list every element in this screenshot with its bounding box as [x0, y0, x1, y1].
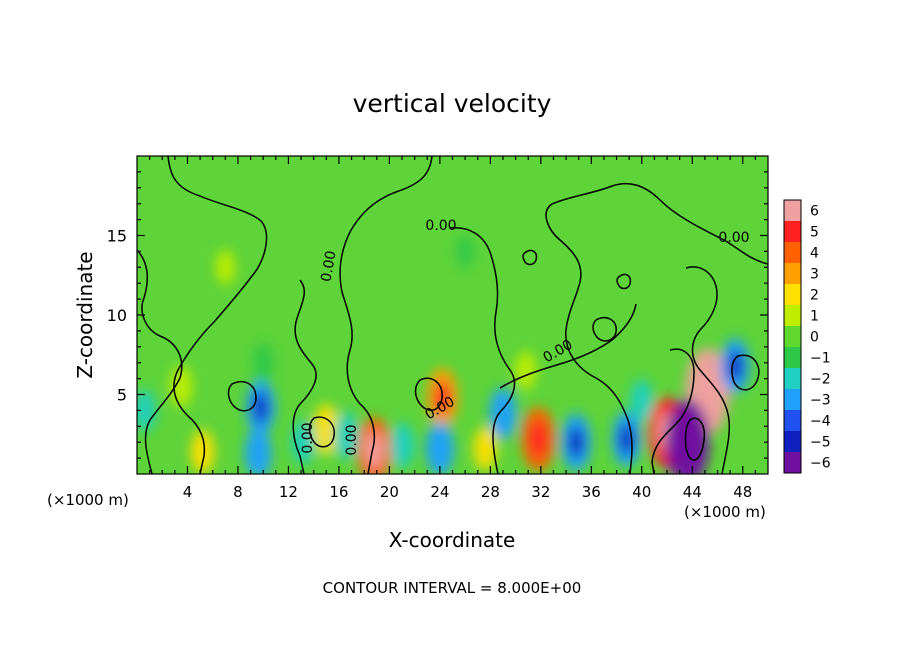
colorbar-swatch: [784, 326, 801, 348]
x-tick-labels: 4 8 12 16 20 24 28 32 36 40 44 48: [183, 483, 753, 501]
colorbar-swatch: [784, 284, 801, 306]
contour-label: 0.00: [344, 424, 360, 455]
contour-line: [308, 416, 335, 448]
colorbar-swatch: [784, 347, 801, 369]
colorbar-label: −4: [810, 414, 831, 430]
contour-line: [227, 380, 257, 412]
colorbar: 6 5 4 3 2 1 0 −1 −2 −3 −4 −5 −6: [783, 199, 831, 474]
contour-label: 0.00: [718, 230, 749, 246]
colorbar-label: −1: [810, 351, 831, 367]
colorbar-label: 0: [810, 330, 819, 346]
contour-line: [545, 182, 768, 474]
velocity-feature: [215, 249, 236, 285]
velocity-feature: [333, 411, 360, 460]
colorbar-swatch: [784, 368, 801, 390]
colorbar-label: −2: [810, 372, 831, 388]
colorbar-swatch: [784, 452, 801, 474]
x-tick-label: 24: [430, 483, 449, 501]
colorbar-label: 2: [810, 288, 819, 304]
colorbar-frame: [783, 199, 802, 474]
velocity-feature-core: [676, 418, 699, 466]
x-tick-label: 32: [531, 483, 550, 501]
contour-line: [685, 266, 731, 474]
contour-line: [449, 227, 516, 474]
contour-line: [167, 156, 268, 474]
x-tick-label: 44: [683, 483, 702, 501]
x-tick-label: 12: [279, 483, 298, 501]
colorbar-label: 3: [810, 267, 819, 283]
colorbar-swatch: [784, 200, 801, 222]
velocity-feature: [515, 351, 537, 391]
colorbar-label: −3: [810, 393, 831, 409]
velocity-feature: [190, 429, 215, 474]
velocity-feature-core: [696, 367, 719, 416]
contour-label: 0.00: [425, 218, 456, 234]
velocity-feature: [630, 379, 654, 423]
x-tick-label: 28: [481, 483, 500, 501]
colorbar-swatch: [784, 431, 801, 453]
x-tick-label: 20: [380, 483, 399, 501]
colorbar-label: 1: [810, 309, 819, 325]
axis-ticks: [137, 156, 768, 474]
contour-line: [684, 417, 706, 461]
velocity-feature: [137, 389, 156, 432]
colorbar-swatch: [784, 389, 801, 411]
contour-line: [731, 354, 760, 391]
y-tick-label: 15: [107, 227, 127, 246]
contour-line: [499, 303, 637, 389]
x-tick-label: 48: [733, 483, 752, 501]
velocity-feature: [252, 343, 274, 383]
colorbar-label: 4: [810, 246, 819, 262]
contour-interval-footer: CONTOUR INTERVAL = 8.000E+00: [323, 579, 582, 597]
contour-line: [292, 279, 317, 474]
colorbar-swatch: [784, 410, 801, 432]
contour-line: [592, 316, 617, 342]
x-unit-label-right: (×1000 m): [684, 503, 766, 521]
colorbar-swatch: [784, 221, 801, 243]
y-tick-label: 5: [117, 386, 127, 405]
x-tick-label: 4: [183, 483, 193, 501]
colorbar-label: −6: [810, 456, 831, 472]
y-tick-labels: 5 10 15: [107, 227, 127, 405]
contour-line: [339, 156, 433, 474]
colorbar-label: 6: [810, 204, 819, 220]
colorbar-swatch: [784, 242, 801, 264]
contour-line: [522, 249, 538, 266]
zero-contours: [137, 156, 768, 474]
velocity-feature: [456, 235, 475, 268]
contour-line: [137, 249, 183, 474]
y-tick-label: 10: [107, 306, 127, 325]
colorbar-swatch: [784, 263, 801, 285]
colorbar-label: 5: [810, 225, 819, 241]
x-axis-label: X-coordinate: [389, 528, 516, 552]
velocity-feature-core: [253, 392, 268, 423]
x-tick-label: 8: [233, 483, 243, 501]
contour-line: [616, 273, 632, 290]
x-tick-label: 36: [582, 483, 601, 501]
contour-label: 0.00: [318, 250, 339, 283]
chart-title: vertical velocity: [353, 89, 552, 118]
velocity-feature: [473, 426, 498, 471]
contour-label: 0.00: [300, 422, 316, 453]
contour-line: [651, 348, 695, 474]
x-tick-label: 40: [632, 483, 651, 501]
velocity-feature-core: [568, 426, 584, 458]
x-tick-label: 16: [329, 483, 348, 501]
velocity-feature: [244, 428, 272, 474]
colorbar-label: −5: [810, 435, 831, 451]
contour-line: [414, 377, 443, 411]
y-axis-label: Z-coordinate: [73, 251, 97, 378]
velocity-feature-core: [529, 421, 547, 457]
colorbar-swatch: [784, 305, 801, 327]
velocity-feature: [389, 422, 415, 469]
x-unit-label-left: (×1000 m): [47, 491, 129, 509]
velocity-feature: [425, 421, 455, 474]
velocity-field: [137, 235, 750, 474]
